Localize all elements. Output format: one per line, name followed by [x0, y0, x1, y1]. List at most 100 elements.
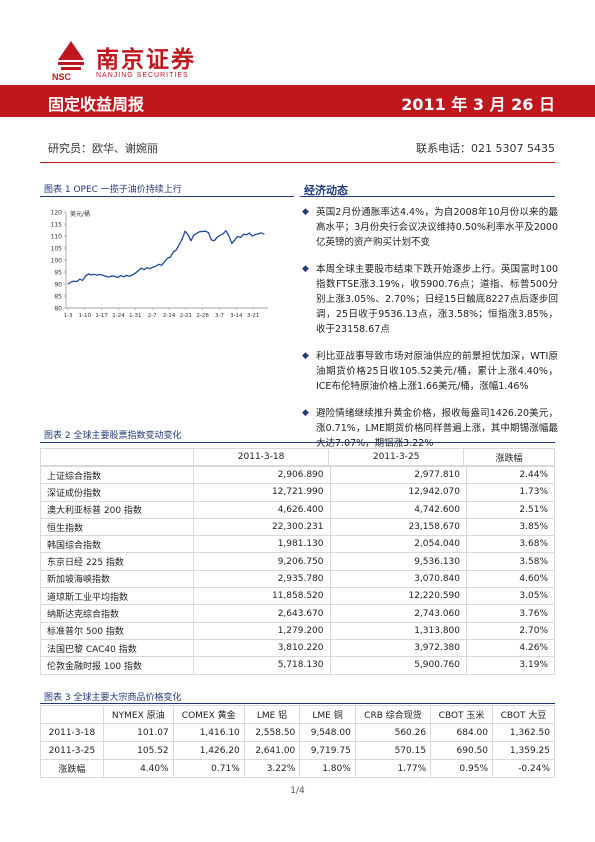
index-name-cell: 纳斯达克综合指数	[40, 604, 194, 623]
table-cell: 9,206.750	[193, 552, 331, 571]
table-cell: 22,300.231	[193, 517, 331, 537]
data-point	[245, 234, 247, 236]
y-axis-label: 美元/桶	[70, 210, 90, 218]
data-point	[222, 233, 224, 235]
oil-price-chart: 80 85 90 95 100 105 110 115 120 美元/桶 1-3 1-10 1-17 1-…	[51, 210, 268, 319]
y-tick-label: 90	[54, 282, 62, 289]
table-cell: 12,942.070	[329, 483, 467, 502]
y-tick-label: 120	[51, 210, 63, 217]
index-name-cell: 上证综合指数	[40, 465, 194, 485]
table-cell: 1,426.20	[172, 741, 245, 760]
table-row: 道琼斯工业平均指数 11,858.520 12,220.590 3.05%	[40, 587, 555, 606]
table-row: 伦敦金融时报 100 指数 5,718.130 5,900.760 3.19%	[40, 656, 555, 675]
row-label-cell: 涨跌幅	[40, 759, 104, 778]
table-cell: 12,721.990	[193, 483, 331, 502]
table-row: 深证成份指数 12,721.990 12,942.070 1.73%	[40, 483, 555, 502]
data-point	[70, 281, 72, 283]
data-point	[85, 275, 87, 277]
table-header-cell: LME 铝	[243, 705, 301, 724]
brand-name-en: NANJING SECURITIES	[96, 72, 189, 79]
table-cell: 570.15	[354, 741, 432, 760]
news-item: ◆ 避险情绪继续推升黄金价格，报收每盎司1426.20美元，涨0.71%，LME期…	[300, 406, 558, 451]
table-cell: 0.71%	[172, 759, 245, 778]
data-point	[204, 230, 207, 232]
table-cell: 1.73%	[466, 483, 555, 502]
brand-abbr: NSC	[52, 72, 72, 82]
table-cell: 2,977.810	[329, 465, 467, 485]
data-point	[231, 242, 233, 244]
table-row: 法国巴黎 CAC40 指数 3,810.220 3,972.380 4.26%	[40, 638, 555, 658]
table-cell: 3.68%	[466, 535, 555, 554]
data-point	[161, 264, 163, 266]
data-point	[163, 261, 166, 263]
table-cell: 3,972.380	[329, 638, 467, 658]
table-row: 东京日经 225 指数 9,206.750 9,536.130 3.58%	[40, 552, 555, 571]
news-section-title: 经济动态	[304, 184, 348, 197]
x-tick-label: 3-14	[230, 313, 243, 319]
data-point	[152, 266, 154, 268]
header-divider	[40, 162, 555, 163]
x-tick-label: 1-17	[95, 313, 108, 319]
table-cell: 23,158.670	[329, 517, 467, 537]
data-point	[102, 274, 104, 276]
table-header-cell: NYMEX 原油	[102, 705, 174, 724]
news-item: ◆ 英国2月份通胀率达4.4%，为自2008年10月份以来的最高水平；3月份央行会…	[300, 205, 558, 250]
table-header-cell	[40, 448, 194, 466]
x-tick-label: 2-21	[180, 313, 192, 319]
data-point	[125, 274, 128, 276]
y-tick-label: 85	[54, 294, 62, 301]
data-point	[82, 279, 84, 281]
data-point	[190, 240, 192, 242]
table-cell: 5,900.760	[329, 656, 467, 675]
commodity-table: NYMEX 原油 COMEX 黄金 LME 铝 LME 铜 CRB 综合现货 CBOT 玉…	[40, 705, 555, 778]
news-list: ◆ 英国2月份通胀率达4.4%，为自2008年10月份以来的最高水平；3月份央行会…	[300, 205, 558, 463]
table-row: 涨跌幅 4.40% 0.71% 3.22% 1.80% 1.77% 0.95% -0.24%	[40, 759, 555, 778]
data-point	[90, 274, 92, 276]
index-name-cell: 伦敦金融时报 100 指数	[40, 656, 194, 675]
data-point	[128, 275, 130, 277]
oil-price-line	[67, 230, 265, 285]
phone-line: 联系电话：021 5307 5435	[416, 142, 555, 155]
table-cell: 3,070.840	[329, 569, 467, 589]
table-row: 韩国综合指数 1,981.130 2,054.040 3.68%	[40, 535, 555, 554]
table-cell: 2,906.890	[193, 465, 331, 485]
data-point	[158, 263, 160, 265]
table-cell: 1.80%	[299, 759, 356, 778]
index-name-cell: 澳大利亚标普 200 指数	[40, 500, 194, 519]
data-point	[172, 251, 174, 253]
table-cell: 0.95%	[430, 759, 494, 778]
title-banner: 固定收益周报 2011 年 3 月 26 日	[0, 85, 595, 117]
x-tick-label: 1-3	[64, 313, 73, 319]
x-tick-label: 3-7	[215, 313, 224, 319]
data-point	[73, 280, 75, 282]
data-point	[187, 234, 189, 236]
page-number: 1/4	[290, 786, 305, 796]
table-header-cell: LME 铜	[299, 705, 356, 724]
table-cell: 9,719.75	[299, 741, 356, 760]
data-point	[105, 275, 107, 277]
index-name-cell: 恒生指数	[40, 517, 194, 537]
table-header-cell: CBOT 大豆	[492, 705, 555, 724]
nsc-emblem-icon	[58, 41, 84, 70]
y-tick-label: 110	[51, 234, 63, 241]
data-point	[137, 270, 139, 272]
table-cell: 1,359.25	[492, 741, 555, 760]
data-point	[237, 235, 239, 238]
table-cell: 1,279.200	[193, 621, 331, 640]
x-tick-label: 3-21	[247, 313, 259, 319]
table-cell: 1,416.10	[172, 723, 245, 742]
data-point	[114, 275, 116, 277]
index-name-cell: 法国巴黎 CAC40 指数	[40, 638, 194, 658]
table-cell: 3.05%	[466, 587, 555, 606]
data-point	[169, 256, 171, 258]
table2-caption-rule	[40, 442, 555, 443]
data-point	[210, 239, 212, 241]
data-point	[143, 269, 145, 271]
data-point	[263, 233, 265, 235]
data-point	[216, 236, 218, 238]
data-point	[260, 232, 262, 234]
bullet-icon: ◆	[302, 264, 309, 274]
index-name-cell: 标准普尔 500 指数	[40, 621, 194, 640]
table-cell: 3.85%	[466, 517, 555, 537]
bullet-icon: ◆	[302, 351, 309, 361]
